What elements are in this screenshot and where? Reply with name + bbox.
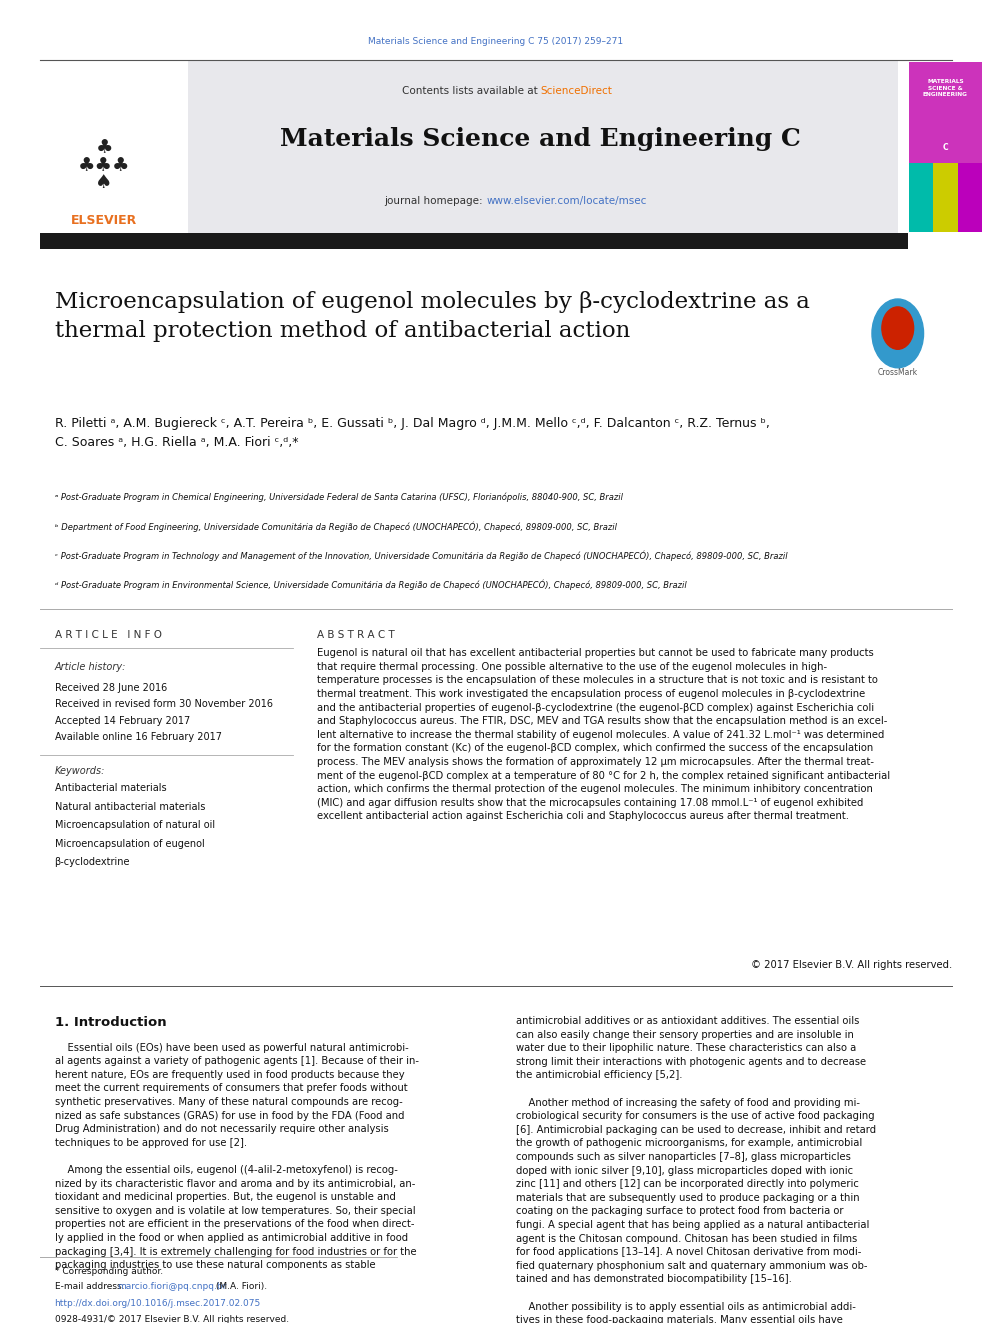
Text: Microencapsulation of eugenol: Microencapsulation of eugenol — [55, 839, 204, 849]
Text: ᵈ Post-Graduate Program in Environmental Science, Universidade Comunitária da Re: ᵈ Post-Graduate Program in Environmental… — [55, 579, 686, 590]
Text: C: C — [942, 143, 948, 152]
FancyBboxPatch shape — [188, 60, 898, 235]
Text: Accepted 14 February 2017: Accepted 14 February 2017 — [55, 716, 189, 726]
Text: Received 28 June 2016: Received 28 June 2016 — [55, 683, 167, 693]
Text: antimicrobial additives or as antioxidant additives. The essential oils
can also: antimicrobial additives or as antioxidan… — [516, 1016, 876, 1323]
Text: http://dx.doi.org/10.1016/j.msec.2017.02.075: http://dx.doi.org/10.1016/j.msec.2017.02… — [55, 1299, 261, 1308]
Circle shape — [882, 307, 914, 349]
Text: CrossMark: CrossMark — [878, 368, 918, 377]
Text: ᵇ Department of Food Engineering, Universidade Comunitária da Região de Chapecó : ᵇ Department of Food Engineering, Univer… — [55, 521, 617, 532]
Text: Keywords:: Keywords: — [55, 766, 105, 777]
Text: www.elsevier.com/locate/msec: www.elsevier.com/locate/msec — [486, 196, 647, 206]
FancyBboxPatch shape — [958, 163, 982, 232]
Text: β-cyclodextrine: β-cyclodextrine — [55, 857, 130, 868]
Text: 1. Introduction: 1. Introduction — [55, 1016, 167, 1029]
Text: * Corresponding author.: * Corresponding author. — [55, 1267, 163, 1277]
Text: ELSEVIER: ELSEVIER — [71, 214, 137, 228]
Text: A R T I C L E   I N F O: A R T I C L E I N F O — [55, 630, 162, 640]
Text: Eugenol is natural oil that has excellent antibacterial properties but cannot be: Eugenol is natural oil that has excellen… — [317, 648, 891, 822]
Text: (M.A. Fiori).: (M.A. Fiori). — [213, 1282, 268, 1291]
FancyBboxPatch shape — [909, 163, 933, 232]
Text: ♣
♣♣♣
♠: ♣ ♣♣♣ ♠ — [78, 139, 130, 192]
Text: 0928-4931/© 2017 Elsevier B.V. All rights reserved.: 0928-4931/© 2017 Elsevier B.V. All right… — [55, 1315, 289, 1323]
Text: E-mail address:: E-mail address: — [55, 1282, 127, 1291]
Text: journal homepage:: journal homepage: — [384, 196, 486, 206]
Text: ᵃ Post-Graduate Program in Chemical Engineering, Universidade Federal de Santa C: ᵃ Post-Graduate Program in Chemical Engi… — [55, 492, 623, 501]
Text: R. Piletti ᵃ, A.M. Bugiereck ᶜ, A.T. Pereira ᵇ, E. Gussati ᵇ, J. Dal Magro ᵈ, J.: R. Piletti ᵃ, A.M. Bugiereck ᶜ, A.T. Per… — [55, 417, 770, 448]
Text: Essential oils (EOs) have been used as powerful natural antimicrobi-
al agents a: Essential oils (EOs) have been used as p… — [55, 1043, 419, 1270]
Text: Contents lists available at: Contents lists available at — [402, 86, 541, 97]
Text: ᶜ Post-Graduate Program in Technology and Management of the Innovation, Universi: ᶜ Post-Graduate Program in Technology an… — [55, 550, 788, 561]
Text: A B S T R A C T: A B S T R A C T — [317, 630, 395, 640]
Text: Available online 16 February 2017: Available online 16 February 2017 — [55, 732, 221, 742]
Text: Article history:: Article history: — [55, 662, 126, 672]
Text: Microencapsulation of natural oil: Microencapsulation of natural oil — [55, 820, 214, 831]
FancyBboxPatch shape — [40, 233, 908, 249]
Text: Natural antibacterial materials: Natural antibacterial materials — [55, 802, 205, 812]
FancyBboxPatch shape — [933, 163, 958, 232]
Text: Received in revised form 30 November 2016: Received in revised form 30 November 201… — [55, 699, 273, 709]
Text: ScienceDirect: ScienceDirect — [541, 86, 612, 97]
Text: Materials Science and Engineering C 75 (2017) 259–271: Materials Science and Engineering C 75 (… — [368, 37, 624, 46]
Text: marcio.fiori@pq.cnpq.br: marcio.fiori@pq.cnpq.br — [117, 1282, 226, 1291]
FancyBboxPatch shape — [909, 62, 982, 232]
Text: Materials Science and Engineering C: Materials Science and Engineering C — [280, 127, 802, 151]
Text: © 2017 Elsevier B.V. All rights reserved.: © 2017 Elsevier B.V. All rights reserved… — [751, 960, 952, 971]
Text: MATERIALS
SCIENCE &
ENGINEERING: MATERIALS SCIENCE & ENGINEERING — [923, 79, 968, 97]
Text: Microencapsulation of eugenol molecules by β-cyclodextrine as a
thermal protecti: Microencapsulation of eugenol molecules … — [55, 291, 809, 341]
Circle shape — [872, 299, 924, 368]
Text: Antibacterial materials: Antibacterial materials — [55, 783, 167, 794]
